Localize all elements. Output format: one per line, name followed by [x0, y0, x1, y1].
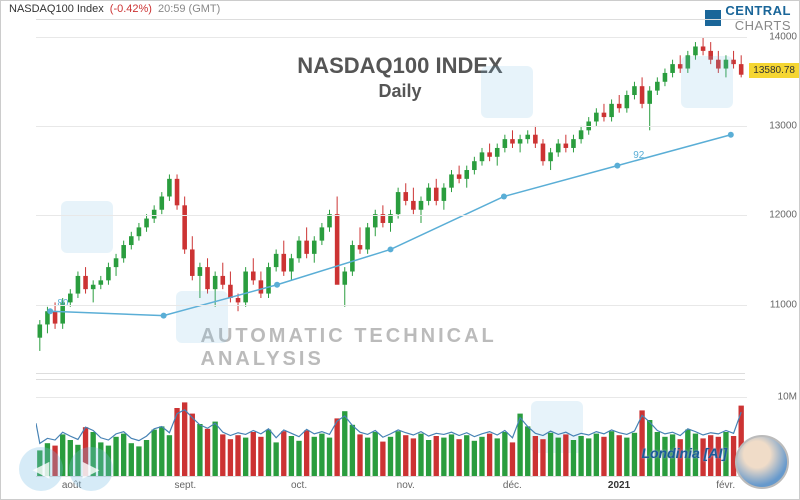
y-axis-label: 14000 [769, 31, 797, 42]
watermark-icon [681, 56, 733, 108]
x-axis-label: oct. [291, 480, 307, 491]
chart-subtitle: Daily [378, 81, 421, 102]
logo-top: CENTRAL [725, 3, 791, 18]
nav-prev-button[interactable]: ◀ [19, 447, 63, 491]
price-change: (-0.42%) [110, 3, 152, 15]
y-axis-label: 13000 [769, 121, 797, 132]
indicator-value: 92 [633, 150, 644, 161]
current-price-badge: 13580.78 [749, 63, 799, 78]
nav-next-button[interactable]: ▶ [69, 447, 113, 491]
y-axis-label: 11000 [770, 299, 797, 310]
londinia-label: Londinia [AI] [641, 445, 727, 461]
ticker-name: NASDAQ100 Index [9, 3, 104, 15]
chart-title: NASDAQ100 INDEX [297, 53, 502, 79]
watermark-icon [61, 201, 113, 253]
x-axis-label: déc. [503, 480, 522, 491]
watermark-icon [176, 291, 228, 343]
watermark: AUTOMATIC TECHNICAL ANALYSIS [201, 325, 600, 371]
avatar-icon[interactable] [735, 435, 789, 489]
x-axis-label: sept. [174, 480, 196, 491]
volume-axis-label: 10M [778, 392, 797, 403]
x-axis-label: nov. [397, 480, 415, 491]
volume-chart[interactable] [36, 379, 745, 477]
watermark-icon [481, 66, 533, 118]
y-axis-label: 12000 [769, 210, 797, 221]
x-axis-label: févr. [716, 480, 735, 491]
timestamp: 20:59 (GMT) [158, 3, 220, 15]
x-axis-label: 2021 [608, 480, 630, 491]
indicator-value: 80 [57, 298, 68, 309]
